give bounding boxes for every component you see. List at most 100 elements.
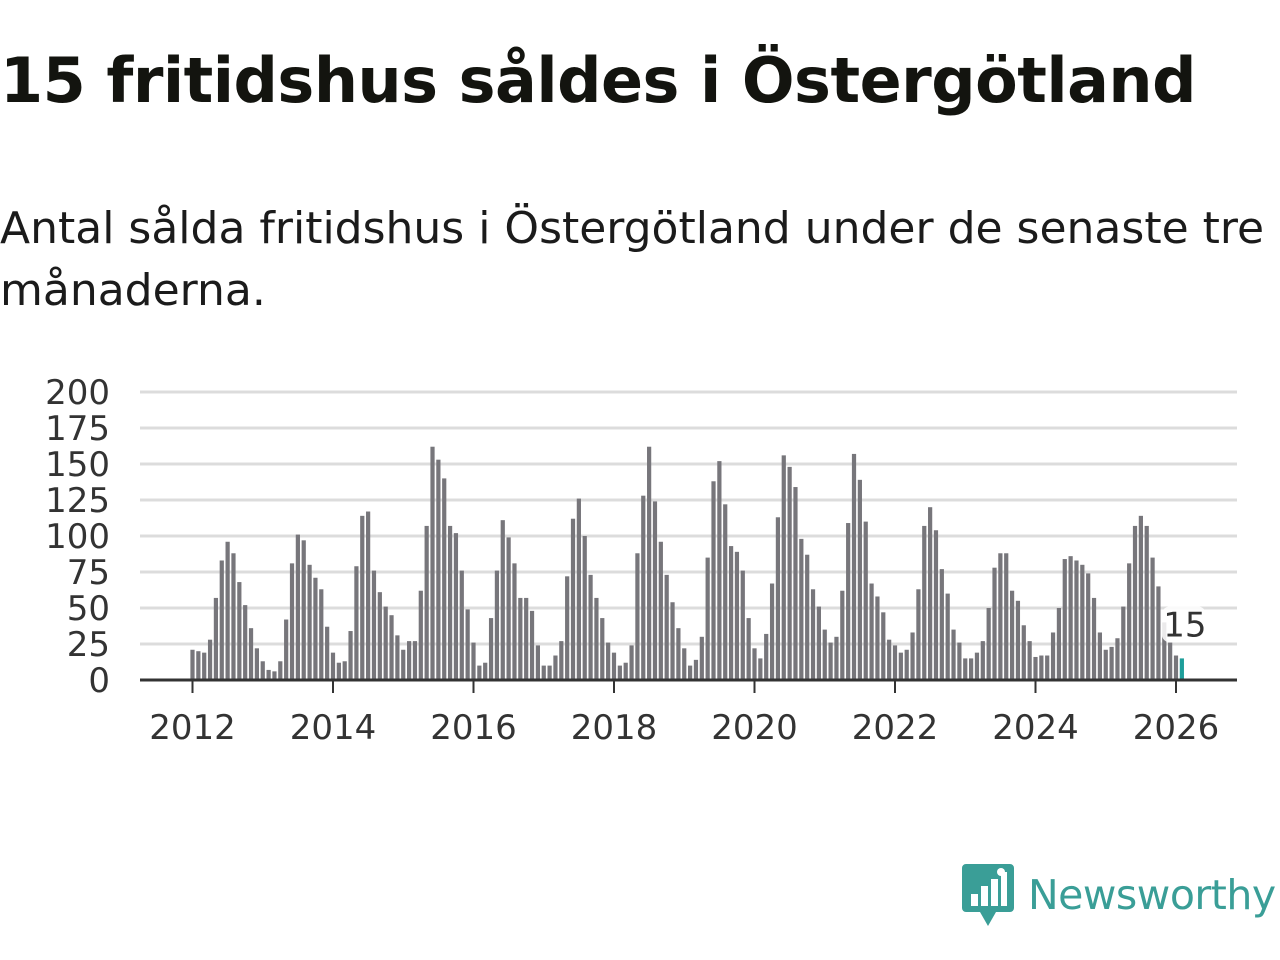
bar	[898, 652, 903, 680]
chart-bubble-icon	[962, 864, 1014, 926]
bar	[928, 507, 933, 680]
y-tick-label: 200	[45, 373, 110, 413]
bar	[360, 515, 365, 680]
brand-name: Newsworthy	[1028, 871, 1276, 919]
bar	[799, 538, 804, 680]
bar	[582, 536, 587, 680]
bar	[196, 651, 201, 680]
bar	[541, 665, 546, 680]
y-tick-label: 25	[67, 625, 110, 665]
bar	[769, 583, 775, 680]
bar	[863, 521, 868, 680]
bar	[231, 553, 236, 680]
bar	[775, 517, 781, 680]
bar	[219, 560, 224, 680]
chart-title: 15 fritidshus såldes i Östergötland	[0, 44, 1196, 117]
bar	[565, 576, 570, 680]
bar	[254, 648, 259, 680]
bar	[822, 629, 827, 680]
bar	[1091, 597, 1097, 680]
bar	[383, 606, 388, 680]
bar	[711, 481, 716, 680]
bar	[810, 589, 816, 680]
bar	[553, 655, 558, 680]
bar	[752, 648, 757, 680]
bar-latest	[1179, 658, 1184, 680]
bar	[688, 665, 693, 680]
x-tick-label: 2016	[430, 708, 517, 748]
bar	[313, 577, 318, 680]
bar	[488, 618, 494, 680]
bar	[606, 642, 611, 680]
bar	[641, 495, 646, 680]
bar	[787, 466, 792, 680]
bar	[652, 501, 658, 680]
bar	[342, 661, 347, 680]
bar	[213, 597, 219, 680]
bar	[623, 662, 628, 680]
bar	[1150, 557, 1155, 680]
bar	[1086, 573, 1091, 680]
y-tick-label: 125	[45, 481, 110, 521]
bar	[922, 525, 927, 680]
bar	[301, 540, 306, 680]
bar	[366, 511, 371, 680]
bar	[717, 461, 722, 680]
bar	[1015, 600, 1021, 680]
bar	[933, 530, 939, 680]
bar	[453, 533, 459, 680]
bar	[846, 523, 851, 680]
bar	[635, 553, 640, 680]
bar	[1027, 641, 1032, 680]
bar	[284, 619, 289, 680]
bar	[951, 629, 956, 680]
bar	[325, 626, 330, 680]
bar	[506, 537, 511, 680]
bar	[1144, 525, 1149, 680]
bar	[647, 446, 652, 680]
bar	[278, 661, 283, 680]
bar	[202, 652, 207, 680]
x-axis-ticks: 2012 2014 2016 2018 2020 2022 2024 2026	[149, 680, 1219, 748]
x-tick-label: 2014	[290, 708, 377, 748]
bar	[547, 665, 552, 680]
bar	[793, 487, 798, 680]
bar	[629, 645, 634, 680]
bar	[676, 628, 681, 680]
newsworthy-logo: Newsworthy	[962, 862, 1276, 928]
bar	[617, 665, 622, 680]
x-tick-label: 2022	[852, 708, 939, 748]
bar	[1138, 515, 1143, 680]
bar	[524, 597, 529, 680]
bar	[980, 641, 985, 680]
bar	[986, 608, 991, 680]
bar	[500, 520, 505, 680]
bar	[471, 642, 476, 680]
bar	[436, 459, 441, 680]
bar	[875, 596, 880, 680]
bar	[289, 563, 295, 680]
bar	[354, 566, 359, 680]
bar	[664, 574, 669, 680]
bar	[477, 665, 482, 680]
bar	[1039, 655, 1044, 680]
bar	[442, 478, 447, 680]
bar	[910, 632, 915, 680]
bar	[816, 606, 821, 680]
y-tick-label: 50	[67, 589, 110, 629]
bar	[371, 570, 377, 680]
y-tick-label: 75	[67, 553, 110, 593]
bar	[892, 645, 898, 680]
bar	[447, 525, 453, 680]
bar	[857, 479, 862, 680]
bar	[295, 534, 300, 680]
bar	[699, 636, 704, 680]
bar	[190, 649, 195, 680]
bar	[272, 671, 277, 680]
bar	[1127, 563, 1132, 680]
bar	[1074, 560, 1079, 680]
bar	[576, 498, 581, 680]
bar	[881, 612, 886, 680]
